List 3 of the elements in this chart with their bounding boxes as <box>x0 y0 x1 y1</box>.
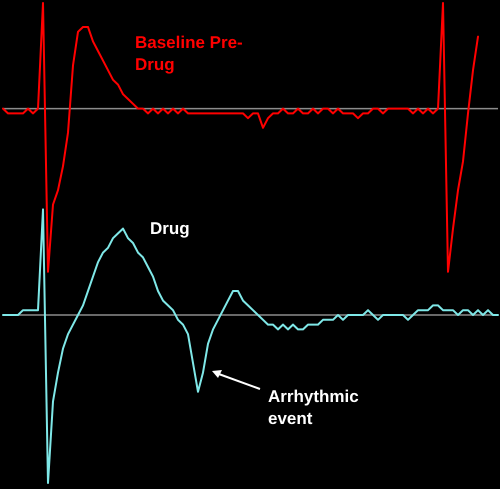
annotation: Arrhythmic event <box>268 387 359 428</box>
series-label: Drug <box>150 219 190 238</box>
series-label: Baseline Pre-Drug <box>135 33 243 74</box>
